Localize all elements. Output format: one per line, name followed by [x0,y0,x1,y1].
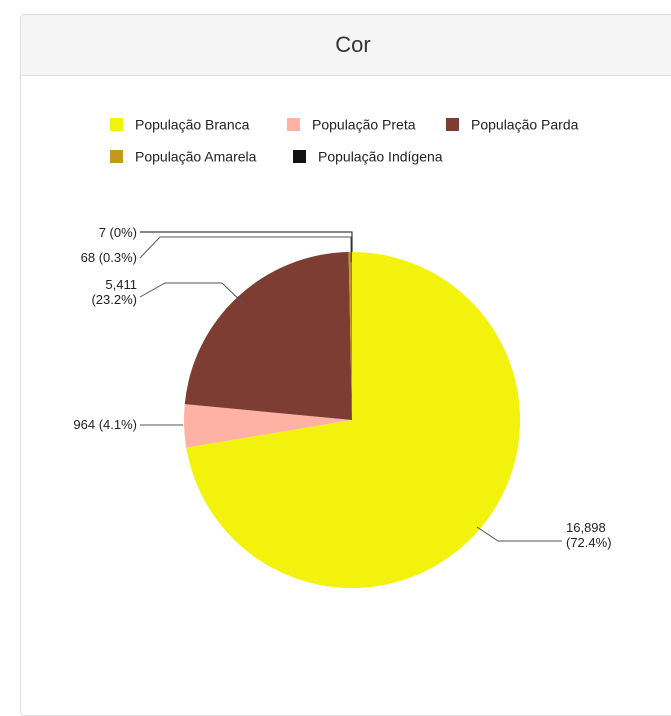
pie-slices [184,252,520,588]
data-label-populacao-indigena: 7 (0%) [99,225,137,240]
pie-chart: População Branca População Preta População… [0,0,671,694]
legend-swatch [446,118,459,131]
legend-label: População Branca [135,117,250,133]
leader-line-populacao-indigena [140,232,352,252]
legend-label: População Indígena [318,149,443,165]
slice-populacao-parda[interactable] [185,252,352,420]
legend-swatch [110,150,123,163]
legend-swatch [287,118,300,131]
chart-legend: População Branca População Preta População… [110,117,579,165]
leader-line-populacao-branca [477,527,562,541]
data-label-populacao-branca: 16,898(72.4%) [566,520,612,550]
legend-label: População Parda [471,117,579,133]
data-label-populacao-amarela: 68 (0.3%) [81,250,137,265]
leader-line-populacao-parda [140,283,246,306]
legend-swatch [110,118,123,131]
legend-item-populacao-branca[interactable]: População Branca [110,117,250,133]
legend-swatch [293,150,306,163]
legend-item-populacao-amarela[interactable]: População Amarela [110,149,257,165]
legend-label: População Preta [312,117,416,133]
data-label-populacao-preta: 964 (4.1%) [73,417,137,432]
legend-item-populacao-preta[interactable]: População Preta [287,117,416,133]
legend-label: População Amarela [135,149,257,165]
data-label-populacao-parda: 5,411(23.2%) [91,277,137,307]
legend-item-populacao-indigena[interactable]: População Indígena [293,149,443,165]
legend-item-populacao-parda[interactable]: População Parda [446,117,579,133]
